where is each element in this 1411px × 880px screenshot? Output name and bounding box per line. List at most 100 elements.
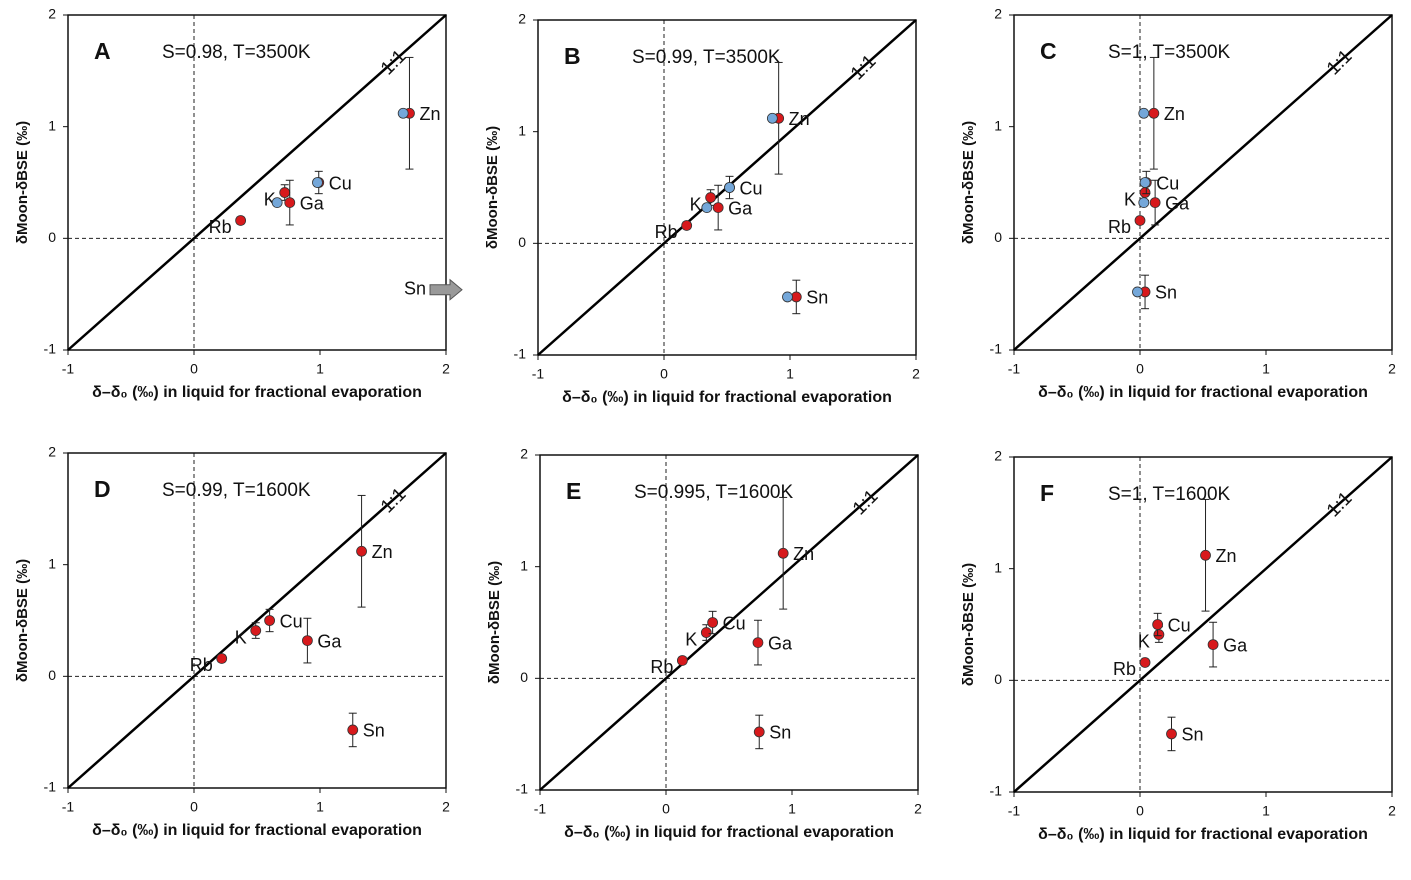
point-label: K <box>235 627 247 647</box>
x-axis-label-box: δ–δ₀ (‰) in liquid for fractional evapor… <box>92 822 422 839</box>
plot-frame <box>537 19 917 356</box>
x-axis-label-box: δ–δ₀ (‰) in liquid for fractional evapor… <box>1038 384 1368 401</box>
x-tick-label: 2 <box>1388 803 1396 819</box>
one-to-one-line <box>1013 14 1393 351</box>
annotation: S=0.99, T=3500K <box>632 47 781 68</box>
y-tick-label: 2 <box>48 6 56 22</box>
y-tick-label: 1 <box>48 117 56 133</box>
x-tick-label: 0 <box>660 366 668 382</box>
point-label: Zn <box>1164 104 1185 124</box>
x-tick-label: -1 <box>1008 361 1021 377</box>
x-tick-label: 0 <box>190 361 198 377</box>
data-point <box>1200 549 1211 561</box>
data-point <box>264 615 276 626</box>
point-label: K <box>1124 189 1136 209</box>
data-point <box>753 726 765 738</box>
point-label: Rb <box>209 217 232 237</box>
x-tick-label: 2 <box>914 801 922 817</box>
x-axis-label-box: δ–δ₀ (‰) in liquid for fractional evapor… <box>564 824 894 841</box>
data-point <box>705 192 717 203</box>
point-label: Ga <box>317 631 342 651</box>
panel-letter: A <box>94 38 111 64</box>
x-tick-label: 0 <box>662 801 670 817</box>
y-tick-label: 2 <box>994 448 1002 464</box>
x-axis-label-box: δ–δ₀ (‰) in liquid for fractional evapor… <box>562 389 892 406</box>
annotation: S=0.99, T=1600K <box>162 480 311 501</box>
y-tick-label: -1 <box>516 781 529 797</box>
point-label: K <box>685 629 697 649</box>
y-tick-label: -1 <box>990 783 1003 799</box>
data-point <box>271 197 283 209</box>
data-point <box>1139 177 1151 188</box>
x-tick-label: -1 <box>1008 803 1021 819</box>
x-tick-label: 2 <box>442 799 450 815</box>
point-label: Zn <box>1216 546 1237 566</box>
data-point <box>1138 197 1150 209</box>
one-to-one-line <box>67 452 447 789</box>
x-tick-label: 1 <box>316 799 324 815</box>
y-tick-label: 2 <box>48 444 56 460</box>
data-point <box>1153 629 1165 640</box>
data-point <box>1138 107 1150 119</box>
point-label: Rb <box>650 657 673 677</box>
y-tick-label: 1 <box>520 557 528 573</box>
point-label: Rb <box>1108 217 1131 237</box>
point-label: Ga <box>1165 193 1190 213</box>
data-point <box>681 220 693 231</box>
plot-frame <box>1013 456 1393 793</box>
x-tick-label: 0 <box>190 799 198 815</box>
x-tick-label: 2 <box>442 361 450 377</box>
point-label: Rb <box>190 655 213 675</box>
data-point <box>356 545 367 557</box>
x-axis-label: δ–δ₀ (‰) in liquid for fractional evapor… <box>1038 826 1368 843</box>
point-label: Zn <box>789 109 810 129</box>
data-point <box>1149 197 1161 209</box>
x-tick-label: -1 <box>534 801 547 817</box>
data-point <box>301 635 313 646</box>
panel-letter: F <box>1040 480 1054 506</box>
data-point <box>724 182 735 193</box>
plot-frame <box>67 452 447 789</box>
data-point <box>235 215 247 226</box>
y-tick-label: 0 <box>518 234 526 250</box>
one-to-one-line <box>1013 456 1393 793</box>
point-label: Zn <box>372 542 393 562</box>
point-label: Sn <box>1155 283 1177 303</box>
point-label: Sn <box>806 288 828 308</box>
panel-letter: C <box>1040 38 1057 64</box>
data-point <box>397 107 409 119</box>
x-tick-label: 2 <box>1388 361 1396 377</box>
data-point <box>676 655 688 666</box>
y-tick-label: 2 <box>518 11 526 27</box>
point-label: Zn <box>419 104 440 124</box>
y-tick-label: 1 <box>994 559 1002 575</box>
y-tick-label: -1 <box>514 346 527 362</box>
y-tick-label: 0 <box>48 667 56 683</box>
y-axis-label: δMoon-δBSE (‰) <box>960 563 977 686</box>
one-to-one-line <box>539 454 919 791</box>
data-point <box>712 202 724 214</box>
x-tick-label: 1 <box>1262 361 1270 377</box>
x-axis-label: δ–δ₀ (‰) in liquid for fractional evapor… <box>92 822 422 839</box>
y-tick-label: 2 <box>520 446 528 462</box>
data-point <box>1148 107 1160 119</box>
y-axis-label: δMoon-δBSE (‰) <box>960 121 977 244</box>
point-label: Sn <box>1182 725 1204 745</box>
point-label: Sn <box>363 721 385 741</box>
point-label: Cu <box>329 173 352 193</box>
point-label: Cu <box>280 611 303 631</box>
panel-letter: B <box>564 43 581 69</box>
y-tick-label: 0 <box>994 671 1002 687</box>
x-tick-label: 0 <box>1136 361 1144 377</box>
x-tick-label: 1 <box>786 366 794 382</box>
data-point <box>700 627 712 638</box>
y-tick-label: 0 <box>994 229 1002 245</box>
offscale-label: Sn <box>404 278 426 298</box>
y-tick-label: -1 <box>990 341 1003 357</box>
point-label: Sn <box>769 723 791 743</box>
